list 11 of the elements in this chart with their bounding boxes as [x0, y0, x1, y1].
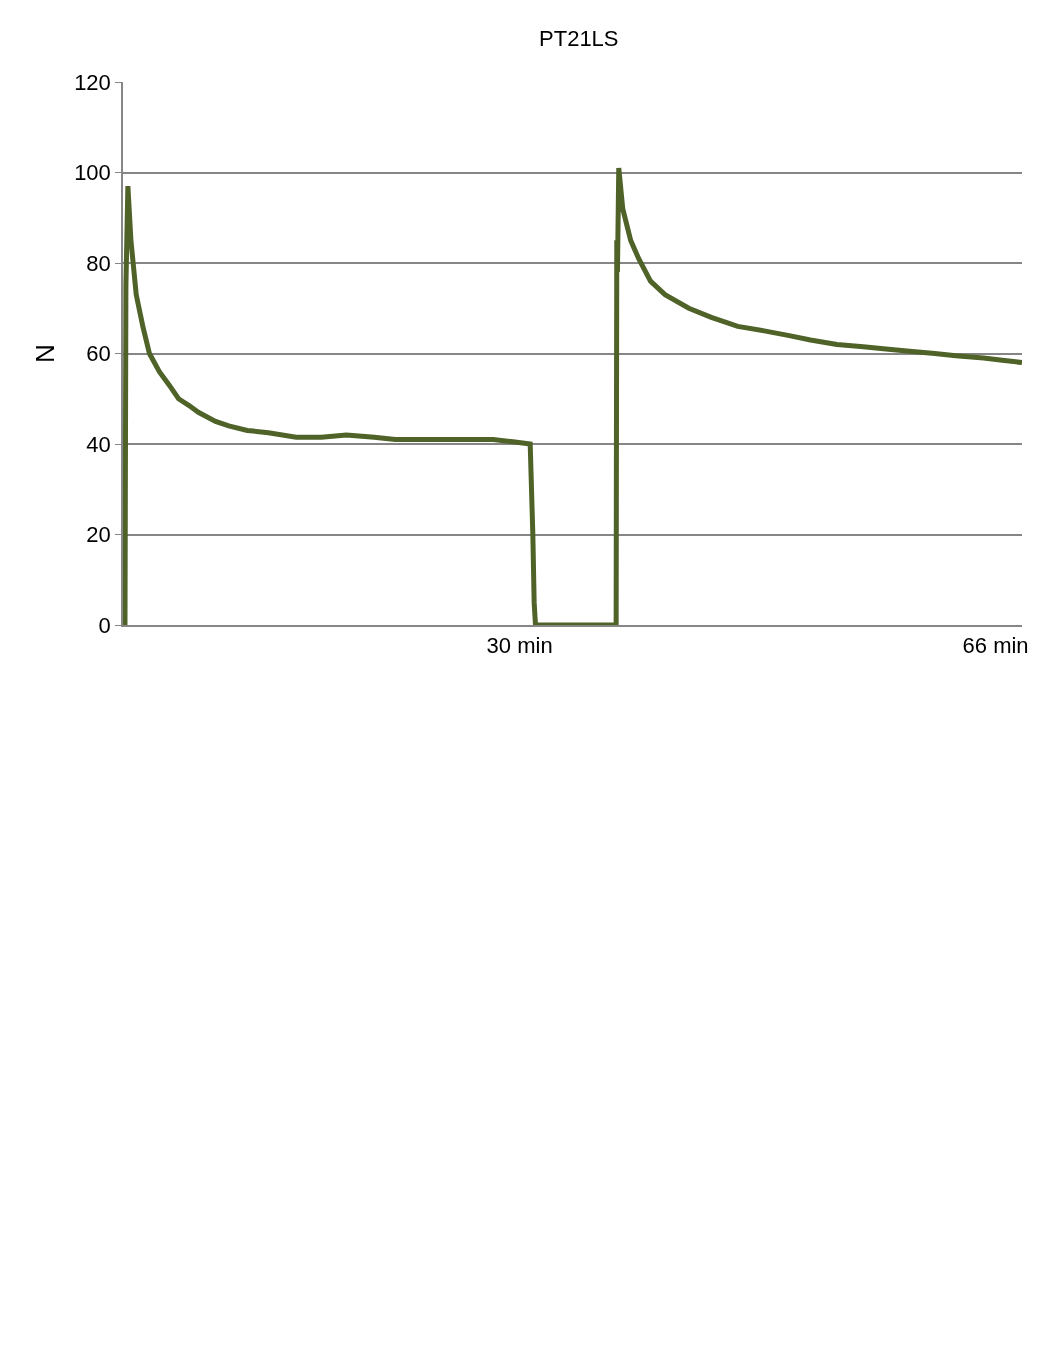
- chart-title: PT21LS: [539, 26, 619, 52]
- y-tick-label: 0: [98, 612, 111, 638]
- x-tick-label: 30 min: [486, 633, 553, 659]
- y-tick-label: 120: [74, 69, 111, 95]
- y-tick-label: 60: [86, 341, 111, 367]
- y-tick-label: 20: [86, 522, 111, 548]
- y-tick-label: 100: [74, 160, 111, 186]
- y-tick-label: 40: [86, 431, 111, 457]
- y-axis-title: N: [30, 344, 61, 363]
- y-tick-label: 80: [86, 250, 111, 276]
- x-tick-label: 66 min: [962, 633, 1029, 659]
